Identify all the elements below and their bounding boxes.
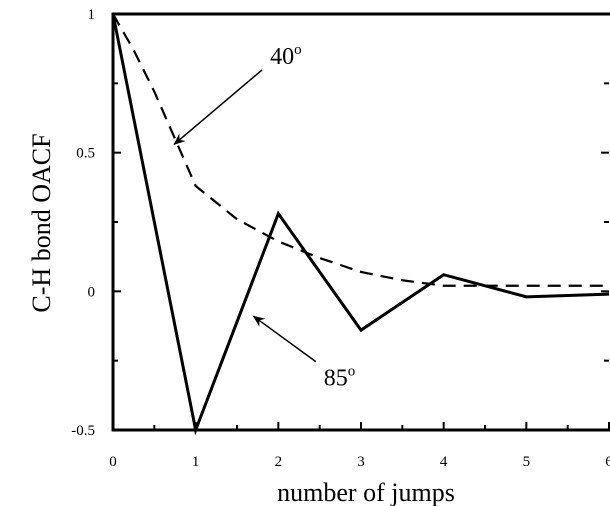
annotations: 40o 85o [173,42,356,392]
tick-labels: 0 1 2 3 4 5 6 -0.5 0 0.5 1 [71,7,610,470]
annotation-arrow-40 [173,69,263,145]
x-tick-label: 4 [440,454,448,470]
x-tick-label: 3 [357,454,365,470]
x-tick-label: 1 [192,454,200,470]
annotation-degree-superscript: o [294,42,302,58]
annotation-arrow-85 [252,315,317,363]
x-tick-label: 2 [275,454,283,470]
y-tick-label: 0 [88,284,96,300]
y-tick-label: 0.5 [76,146,95,162]
annotation-label-40: 40o [270,42,302,70]
axis-ticks [112,13,610,431]
x-axis-title: number of jumps [277,478,455,506]
plot-frame [111,12,610,432]
x-tick-label: 5 [523,454,531,470]
series-lines [111,13,610,436]
plot-border [111,12,610,432]
y-tick-label: 1 [88,7,96,23]
series-line-85 [111,13,610,436]
x-tick-label: 0 [109,454,117,470]
x-tick-label: 6 [605,454,610,470]
annotation-degree-superscript: o [348,364,356,380]
annotation-label-85: 85o [324,364,356,392]
y-axis-title: C-H bond OACF [27,133,56,312]
series-line-40 [112,13,609,287]
y-tick-label: -0.5 [71,423,95,439]
